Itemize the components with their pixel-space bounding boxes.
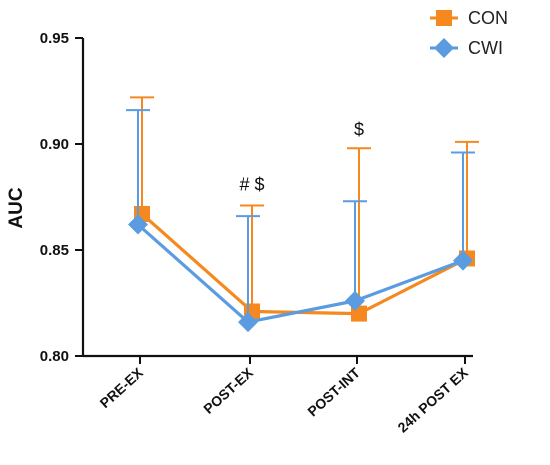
y-tick-label: 0.85 — [40, 242, 69, 259]
significance-annotation: # $ — [239, 175, 264, 195]
data-point — [238, 312, 258, 333]
legend-label: CON — [468, 8, 508, 28]
legend-item-cwi: CWI — [430, 38, 503, 58]
legend: CON CWI — [430, 8, 508, 58]
series-cwi — [126, 109, 475, 333]
x-ticks: PRE-EX POST-EX POST-INT 24h POST EX — [97, 356, 471, 436]
y-tick-label: 0.80 — [40, 348, 69, 365]
y-tick-label: 0.90 — [40, 136, 69, 153]
data-point — [453, 250, 473, 271]
y-ticks: 0.80 0.85 0.90 0.95 — [40, 30, 83, 365]
series-con — [130, 96, 479, 322]
x-tick-label: 24h POST EX — [394, 364, 471, 436]
series-line — [140, 212, 468, 316]
y-tick-label: 0.95 — [40, 30, 69, 47]
data-point — [345, 290, 365, 311]
data-point — [128, 214, 148, 235]
x-tick-label: POST-INT — [304, 364, 363, 419]
legend-label: CWI — [468, 38, 503, 58]
legend-marker — [436, 10, 452, 26]
annotations: # $ $ — [239, 120, 364, 195]
y-axis-label: AUC — [6, 187, 27, 228]
x-tick-label: POST-EX — [200, 364, 256, 417]
significance-annotation: $ — [354, 120, 364, 140]
legend-item-con: CON — [430, 8, 508, 28]
axes — [81, 38, 473, 358]
series-line — [136, 223, 464, 324]
legend-marker — [434, 38, 454, 58]
x-tick-label: PRE-EX — [97, 364, 147, 411]
series-layer — [126, 96, 479, 333]
